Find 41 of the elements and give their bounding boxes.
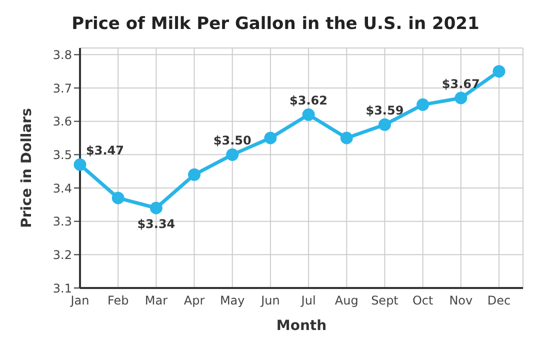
data-label: $3.34	[137, 217, 176, 231]
y-tick-label: 3.7	[52, 81, 72, 96]
point	[340, 132, 353, 144]
data-label: $3.50	[213, 134, 252, 148]
y-tick-label: 3.3	[52, 214, 72, 229]
x-tick-label: Jan	[70, 294, 90, 308]
y-tick-label: 3.8	[52, 48, 72, 62]
x-tick-label: Jun	[260, 294, 280, 308]
point	[264, 132, 277, 144]
data-label: $3.47	[86, 144, 124, 158]
x-axis-title: Month	[276, 318, 327, 334]
point	[226, 148, 239, 161]
point	[454, 92, 468, 104]
y-axis-title: Price in Dollars	[18, 108, 35, 228]
y-tick-label: 3.4	[52, 181, 72, 196]
data-label: $3.59	[366, 104, 404, 118]
point	[112, 192, 124, 204]
chart-title: Price of Milk Per Gallon in the U.S. in 2021	[70, 14, 480, 36]
y-tick-label: 3.6	[52, 114, 72, 129]
point	[188, 168, 201, 181]
x-tick-label: Nov	[449, 294, 473, 308]
point	[74, 158, 86, 171]
x-tick-label: Aug	[334, 294, 358, 308]
data-label: $3.67	[442, 77, 480, 91]
point	[416, 98, 430, 111]
x-tick-label: May	[220, 294, 245, 308]
point	[492, 65, 506, 78]
y-tick-label: 3.1	[52, 281, 72, 296]
y-tick-label: 3.5	[52, 148, 72, 162]
x-tick-label: Dec	[487, 294, 511, 308]
x-tick-label: Apr	[184, 294, 205, 308]
x-tick-label: Mar	[144, 294, 168, 308]
point	[302, 108, 315, 121]
x-tick-label: Oct	[412, 294, 434, 308]
x-tick-label: Feb	[107, 294, 129, 308]
x-tick-label: Jul	[300, 294, 316, 308]
y-tick-label: 3.2	[52, 248, 72, 262]
x-tick-label: Sept	[371, 294, 399, 308]
point	[150, 202, 162, 214]
point	[378, 118, 391, 131]
data-label: $3.62	[290, 94, 328, 108]
